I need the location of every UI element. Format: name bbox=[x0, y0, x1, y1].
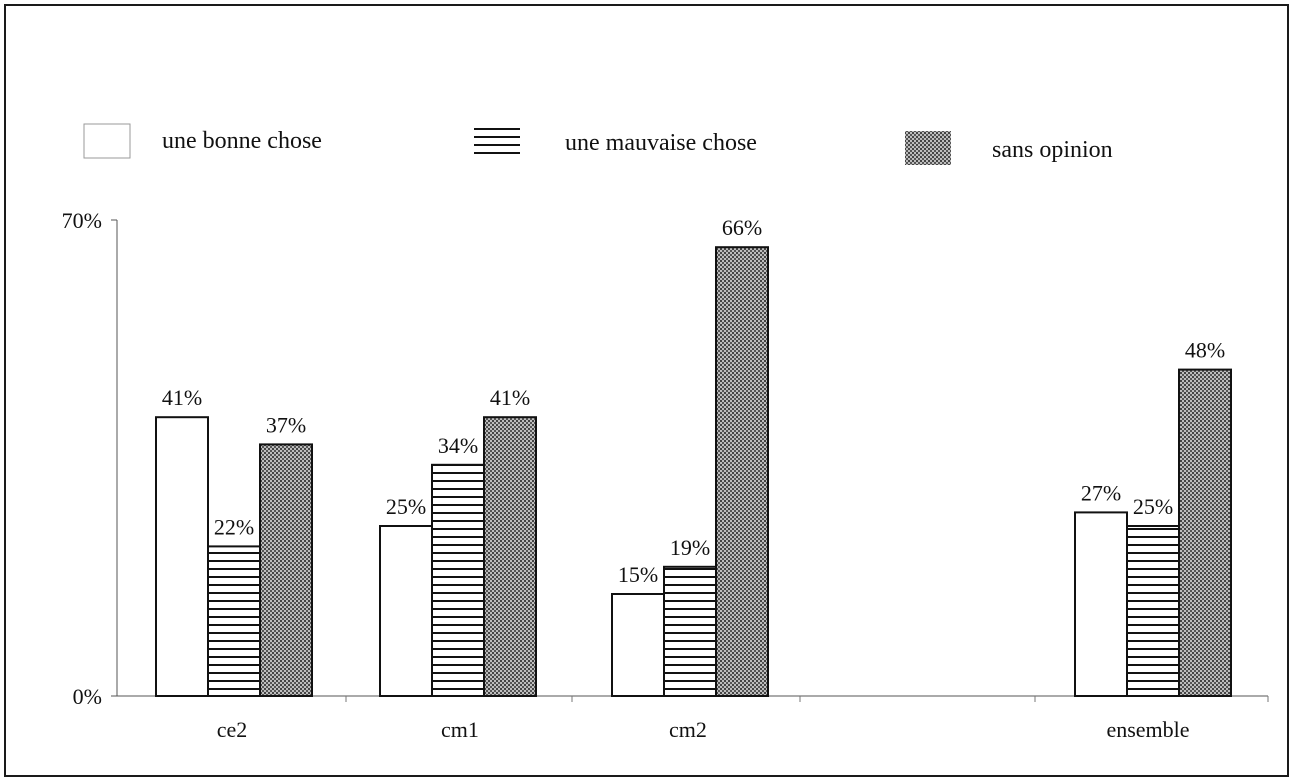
category-label-cm2: cm2 bbox=[669, 717, 707, 742]
bar-ensemble-une-mauvaise-chose bbox=[1126, 525, 1180, 697]
legend-item-sans-opinion: sans opinion bbox=[905, 131, 1113, 165]
x-ticks bbox=[345, 696, 1269, 702]
data-label-cm2-une-bonne-chose: 15% bbox=[618, 562, 658, 587]
bar-ensemble-une-bonne-chose bbox=[1074, 511, 1128, 698]
data-label-ensemble-sans-opinion: 48% bbox=[1185, 338, 1225, 363]
bar-ce2-une-mauvaise-chose bbox=[207, 545, 261, 698]
y-ticks: 0% 70% bbox=[62, 208, 117, 709]
data-label-cm2-une-mauvaise-chose: 19% bbox=[670, 535, 710, 560]
bar-cm1-une-mauvaise-chose bbox=[431, 463, 485, 697]
data-label-ensemble-une-mauvaise-chose: 25% bbox=[1133, 494, 1173, 519]
bar-ce2-sans-opinion bbox=[259, 443, 313, 697]
data-label-cm2-sans-opinion: 66% bbox=[722, 215, 762, 240]
bar-ensemble-sans-opinion bbox=[1178, 368, 1232, 697]
bar-cm2-une-mauvaise-chose bbox=[663, 565, 717, 697]
legend: une bonne chose une mauvaise chose sans op… bbox=[83, 123, 1113, 165]
data-labels: 41% 22% 37% 25% 34% 41% 15% 19% 66% 27% 25% 48% bbox=[162, 215, 1225, 587]
data-label-ce2-une-mauvaise-chose: 22% bbox=[214, 514, 254, 539]
bar-cm1-une-bonne-chose bbox=[379, 525, 433, 697]
legend-item-une-mauvaise-chose: une mauvaise chose bbox=[474, 124, 757, 158]
bar-cm2-sans-opinion bbox=[715, 246, 769, 697]
data-label-cm1-sans-opinion: 41% bbox=[490, 385, 530, 410]
y-tick-label: 70% bbox=[62, 208, 102, 233]
legend-swatch bbox=[905, 131, 951, 165]
category-labels: ce2 cm1 cm2 ensemble bbox=[217, 717, 1190, 742]
data-label-ensemble-une-bonne-chose: 27% bbox=[1081, 480, 1121, 505]
y-tick-label: 0% bbox=[73, 684, 102, 709]
legend-label: une bonne chose bbox=[162, 128, 322, 154]
data-label-cm1-une-bonne-chose: 25% bbox=[386, 494, 426, 519]
legend-label: une mauvaise chose bbox=[565, 130, 757, 156]
bar-cm2-une-bonne-chose bbox=[611, 593, 665, 697]
legend-swatch bbox=[83, 123, 131, 159]
legend-item-une-bonne-chose: une bonne chose bbox=[83, 123, 322, 159]
legend-label: sans opinion bbox=[992, 137, 1113, 163]
legend-swatch bbox=[474, 124, 520, 158]
bar-cm1-sans-opinion bbox=[483, 416, 537, 697]
bar-ce2-une-bonne-chose bbox=[155, 416, 209, 697]
bars bbox=[155, 246, 1232, 698]
category-label-ensemble: ensemble bbox=[1106, 717, 1189, 742]
data-label-cm1-une-mauvaise-chose: 34% bbox=[438, 433, 478, 458]
data-label-ce2-une-bonne-chose: 41% bbox=[162, 385, 202, 410]
category-label-ce2: ce2 bbox=[217, 717, 248, 742]
data-label-ce2-sans-opinion: 37% bbox=[266, 412, 306, 437]
category-label-cm1: cm1 bbox=[441, 717, 479, 742]
